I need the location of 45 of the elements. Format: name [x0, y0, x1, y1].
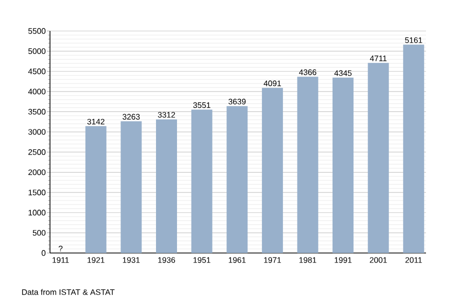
y-tick-label: 4500: [28, 68, 46, 74]
data-label: 3263: [122, 114, 140, 120]
y-tick-label: 4000: [28, 88, 46, 94]
data-label: 4345: [334, 70, 352, 76]
x-tick-label: 2001: [370, 257, 387, 263]
bar: [120, 121, 142, 253]
data-label: 5161: [405, 37, 422, 43]
x-tick-label: 1951: [194, 257, 210, 263]
y-tick-label: 5500: [28, 28, 46, 34]
text: ?: [58, 246, 63, 252]
y-tick-label: 0: [42, 250, 46, 256]
y-tick-label: 5000: [28, 48, 46, 54]
data-label: 3312: [158, 112, 175, 118]
text: Data from ISTAT & ASTAT: [22, 289, 115, 295]
data-label: 3639: [228, 98, 246, 104]
x-tick-label: 1991: [334, 257, 352, 263]
x-tick-label: 1936: [158, 257, 176, 263]
data-label: 4366: [299, 69, 316, 76]
x-tick-label: 1921: [88, 257, 104, 263]
bar: [262, 88, 283, 253]
y-tick-label: 1500: [28, 190, 46, 196]
y-tick-label: 2500: [28, 149, 46, 155]
x-tick-label: 2011: [405, 257, 422, 263]
bar: [297, 76, 318, 253]
data-label: 4711: [370, 56, 387, 62]
y-tick-label: 2000: [28, 169, 46, 176]
y-tick-label: 3000: [28, 129, 46, 135]
x-tick-label: 1961: [228, 257, 246, 263]
x-tick-label: 1981: [299, 257, 316, 263]
bar: [191, 110, 212, 253]
bar: [368, 62, 389, 253]
y-tick-label: 3500: [28, 108, 46, 115]
bar: [226, 106, 248, 253]
data-label: 3551: [193, 102, 210, 108]
bar: [156, 119, 178, 253]
bar: [403, 44, 424, 253]
data-label: 4091: [264, 80, 281, 86]
y-tick-label: 1000: [28, 210, 46, 216]
bar: [85, 126, 106, 253]
y-tick-label: 500: [32, 230, 46, 236]
x-tick-label: 1911: [52, 257, 69, 263]
bar: [332, 78, 354, 253]
data-label: 3142: [87, 118, 104, 124]
x-tick-label: 1971: [264, 257, 281, 263]
x-tick-label: 1931: [122, 257, 140, 263]
